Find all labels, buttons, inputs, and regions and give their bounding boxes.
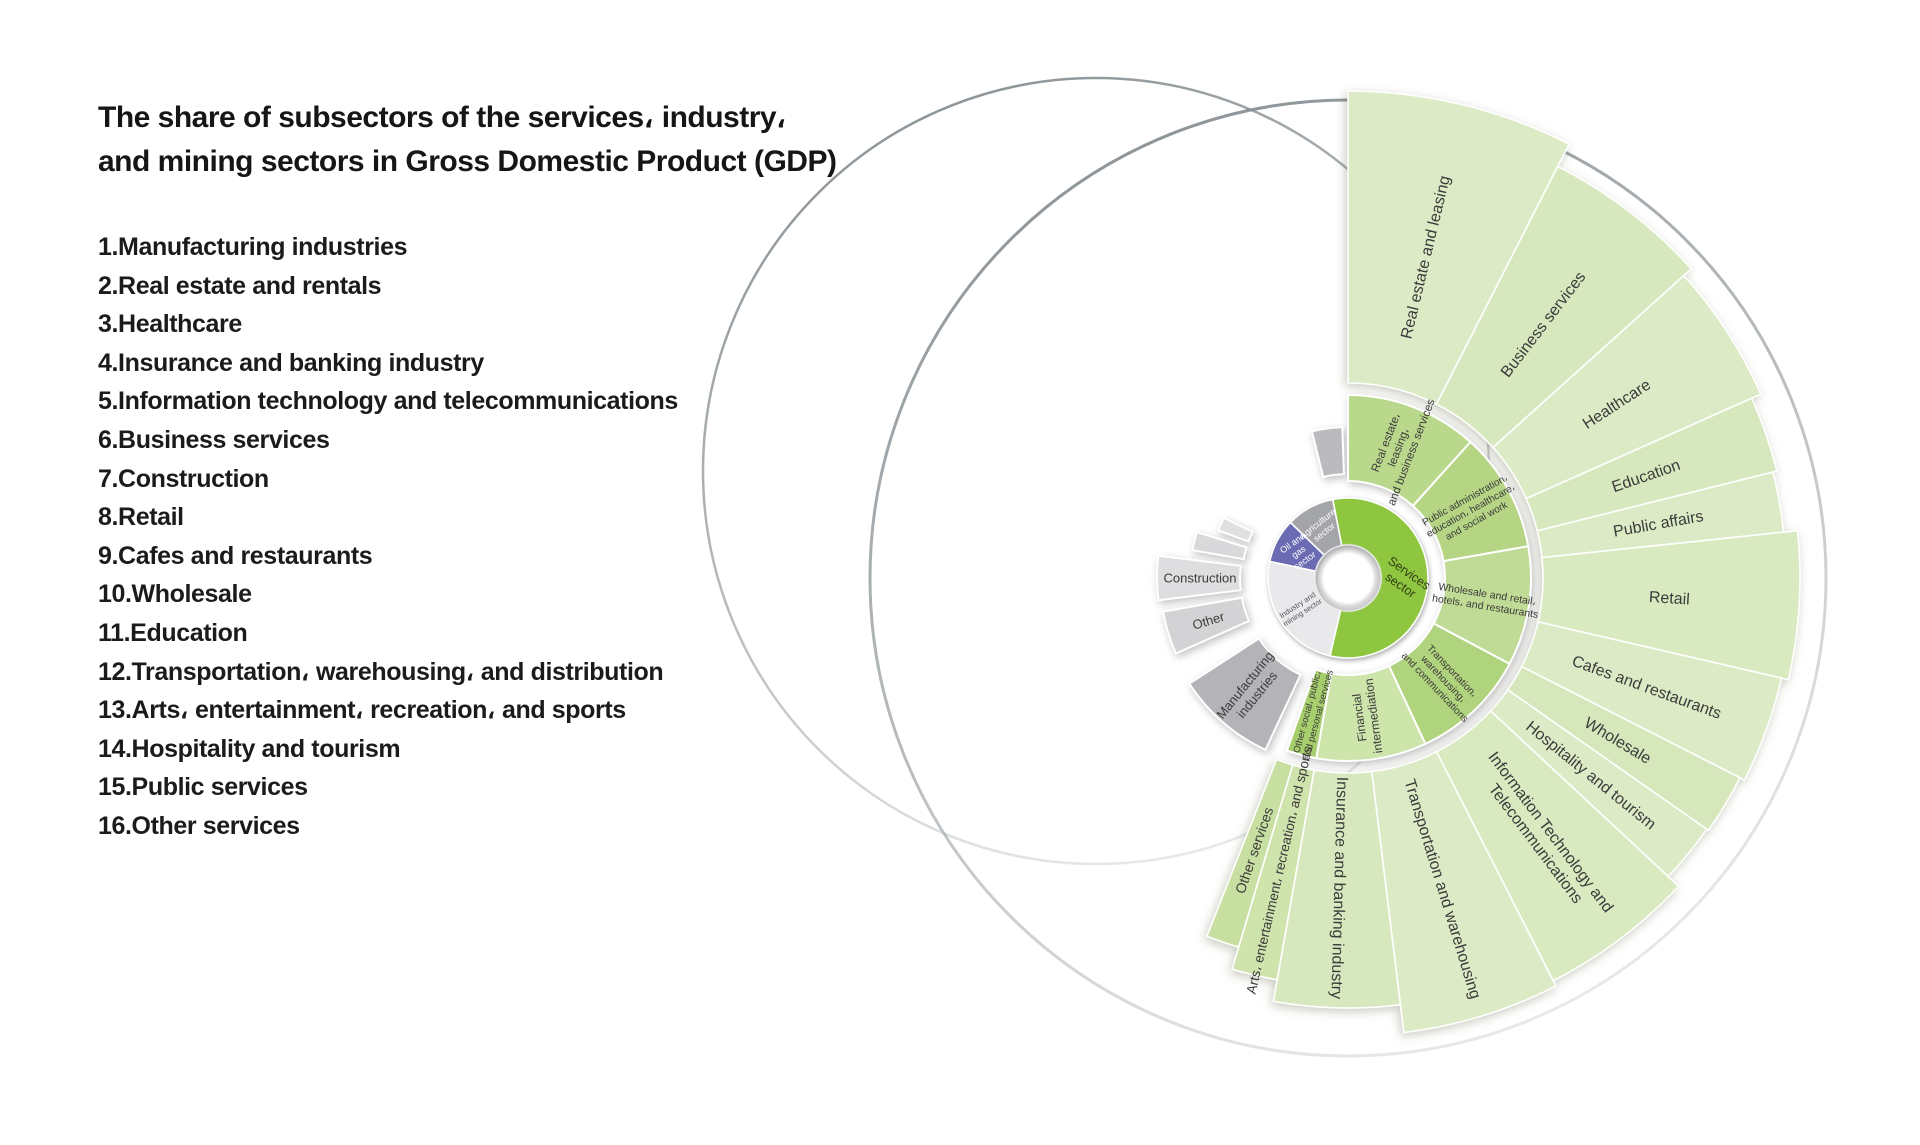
slice-real-estate-and-leasing (1347, 90, 1571, 406)
legend-item: 7.Construction (98, 464, 269, 493)
slice-manufacturing-industries (1187, 637, 1302, 752)
page-title-line2: and mining sectors in Gross Domestic Pro… (98, 145, 837, 178)
slice-cafes-and-restaurants (1520, 620, 1783, 782)
legend-item: 13.Arts، entertainment، recreation، and … (98, 696, 626, 725)
legend-item: 14.Hospitality and tourism (98, 734, 401, 763)
slice-label-retail: Retail (1648, 589, 1690, 608)
legend-item: 3.Healthcare (98, 310, 242, 339)
legend-item: 12.Transportation، warehousing، and dist… (98, 657, 664, 686)
legend-item: 5.Information technology and telecommuni… (98, 387, 678, 416)
legend-item: 2.Real estate and rentals (98, 271, 382, 300)
sunburst-center-hole (1313, 543, 1383, 613)
slice-business-services (1435, 165, 1693, 449)
ring-3-group (1205, 90, 1801, 1034)
slice-industry-stub-2 (1217, 516, 1254, 543)
slice-other-services (1205, 758, 1294, 949)
slice-insurance-and-banking-industry (1272, 769, 1402, 1009)
subsector-legend-list: 1.Manufacturing industries 2.Real estate… (98, 228, 678, 846)
slice-other-social-public-and-personal-services (1285, 668, 1333, 760)
ring-2-group (1155, 393, 1532, 762)
page-title: The share of subsectors of the services،… (98, 96, 837, 184)
slice-label-construction: Construction (1164, 571, 1237, 586)
slice-transportation-and-warehousing (1370, 750, 1558, 1034)
slice-agriculture-stub (1310, 426, 1345, 479)
slice-industry-stub-1 (1191, 530, 1248, 561)
slice-construction (1155, 554, 1242, 602)
slice-retail (1537, 529, 1801, 681)
slice-healthcare (1491, 274, 1762, 500)
page-title-line1: The share of subsectors of the services،… (98, 101, 786, 134)
legend-item: 15.Public services (98, 773, 308, 802)
legend-item: 6.Business services (98, 425, 330, 454)
legend-item: 9.Cafes and restaurants (98, 541, 373, 570)
legend-item: 11.Education (98, 618, 248, 647)
slice-other (1161, 596, 1251, 655)
legend-item: 8.Retail (98, 503, 184, 532)
legend-item: 16.Other services (98, 811, 300, 840)
slice-label-insurance-and-banking-industry: Insurance and banking industry (1327, 776, 1350, 999)
legend-item: 4.Insurance and banking industry (98, 348, 484, 377)
legend-item: 10.Wholesale (98, 580, 252, 609)
legend-item: 1.Manufacturing industries (98, 233, 408, 261)
